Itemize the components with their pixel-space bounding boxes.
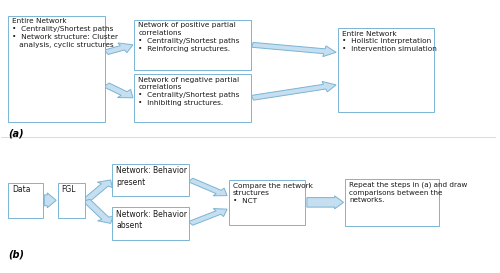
Polygon shape <box>104 43 133 55</box>
Text: Network: Behavior
absent: Network: Behavior absent <box>116 210 187 230</box>
Polygon shape <box>307 196 344 209</box>
Text: Compare the network
structures
•  NCT: Compare the network structures • NCT <box>232 183 312 204</box>
Text: Network: Behavior
present: Network: Behavior present <box>116 166 187 187</box>
Polygon shape <box>83 199 113 223</box>
FancyBboxPatch shape <box>58 183 85 218</box>
Polygon shape <box>188 209 227 225</box>
Text: Entire Network
•  Centrality/Shortest paths
•  Network structure: Cluster
   ana: Entire Network • Centrality/Shortest pat… <box>12 18 118 48</box>
FancyBboxPatch shape <box>134 20 251 70</box>
Text: Network of positive partial
correlations
•  Centrality/Shortest paths
•  Reinfor: Network of positive partial correlations… <box>138 22 240 52</box>
Polygon shape <box>251 81 336 100</box>
FancyBboxPatch shape <box>345 179 439 226</box>
FancyBboxPatch shape <box>134 74 251 121</box>
Text: FGL: FGL <box>62 185 76 194</box>
FancyBboxPatch shape <box>112 164 189 196</box>
FancyBboxPatch shape <box>8 16 104 121</box>
Text: (a): (a) <box>8 128 24 138</box>
Text: Network of negative partial
correlations
•  Centrality/Shortest paths
•  Inhibit: Network of negative partial correlations… <box>138 77 240 106</box>
FancyBboxPatch shape <box>228 180 306 225</box>
Polygon shape <box>252 42 336 57</box>
FancyBboxPatch shape <box>112 207 189 240</box>
Polygon shape <box>188 178 227 196</box>
Text: Data: Data <box>12 185 30 194</box>
Polygon shape <box>83 180 112 201</box>
Polygon shape <box>104 83 133 98</box>
Text: Entire Network
•  Holistic interpretation
•  Intervention simulation: Entire Network • Holistic interpretation… <box>342 31 436 52</box>
Text: (b): (b) <box>8 249 24 259</box>
FancyBboxPatch shape <box>8 183 43 218</box>
FancyBboxPatch shape <box>338 28 434 112</box>
Text: Repeat the steps in (a) and draw
comparisons between the
networks.: Repeat the steps in (a) and draw compari… <box>349 181 467 203</box>
Polygon shape <box>44 193 56 208</box>
